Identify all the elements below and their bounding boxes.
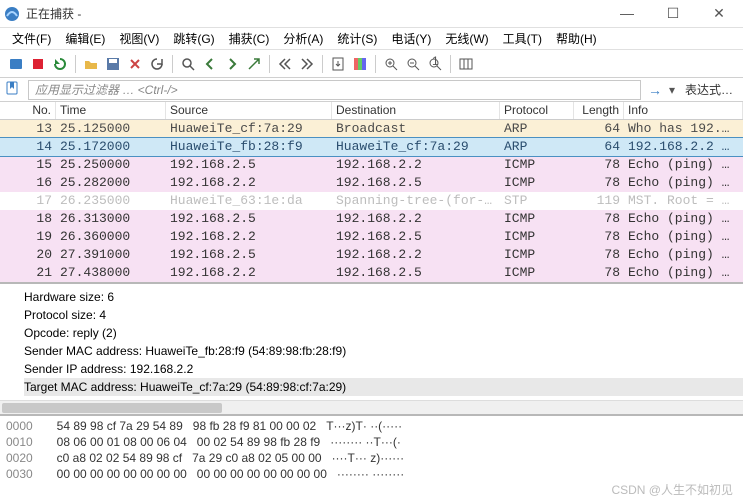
titlebar: 正在捕获 - — ☐ ✕ [0, 0, 743, 28]
packet-list: No. Time Source Destination Protocol Len… [0, 102, 743, 282]
next-icon[interactable] [222, 54, 242, 74]
close-file-icon[interactable] [125, 54, 145, 74]
packet-details: Hardware size: 6Protocol size: 4Opcode: … [0, 282, 743, 414]
hex-row[interactable]: 0020 c0 a8 02 02 54 89 98 cf 7a 29 c0 a8… [6, 450, 737, 466]
filter-dropdown-icon[interactable]: ▾ [669, 83, 675, 97]
resize-cols-icon[interactable] [456, 54, 476, 74]
detail-line[interactable]: Sender IP address: 192.168.2.2 [24, 360, 743, 378]
menu-item[interactable]: 跳转(G) [167, 28, 220, 49]
details-scrollbar[interactable] [0, 400, 743, 414]
col-source[interactable]: Source [166, 102, 332, 119]
menu-item[interactable]: 分析(A) [277, 28, 329, 49]
detail-line[interactable]: Target MAC address: HuaweiTe_cf:7a:29 (5… [24, 378, 743, 396]
reload-icon[interactable] [147, 54, 167, 74]
prev-icon[interactable] [200, 54, 220, 74]
menu-item[interactable]: 文件(F) [6, 28, 57, 49]
toolbar: 1 [0, 50, 743, 78]
find-icon[interactable] [178, 54, 198, 74]
detail-line[interactable]: Protocol size: 4 [24, 306, 743, 324]
save-file-icon[interactable] [103, 54, 123, 74]
menu-item[interactable]: 帮助(H) [550, 28, 603, 49]
maximize-button[interactable]: ☐ [659, 5, 687, 22]
table-row[interactable]: 1325.125000HuaweiTe_cf:7a:29BroadcastARP… [0, 120, 743, 138]
hex-row[interactable]: 0000 54 89 98 cf 7a 29 54 89 98 fb 28 f9… [6, 418, 737, 434]
start-capture-icon[interactable] [6, 54, 26, 74]
last-icon[interactable] [297, 54, 317, 74]
menu-item[interactable]: 捕获(C) [223, 28, 276, 49]
col-destination[interactable]: Destination [332, 102, 500, 119]
goto-icon[interactable] [244, 54, 264, 74]
table-row[interactable]: 2027.391000192.168.2.5192.168.2.2ICMP78E… [0, 246, 743, 264]
table-row[interactable]: 1826.313000192.168.2.5192.168.2.2ICMP78E… [0, 210, 743, 228]
col-info[interactable]: Info [624, 102, 743, 119]
col-length[interactable]: Length [574, 102, 624, 119]
zoom-in-icon[interactable] [381, 54, 401, 74]
first-icon[interactable] [275, 54, 295, 74]
col-time[interactable]: Time [56, 102, 166, 119]
expression-button[interactable]: 表达式… [679, 81, 739, 98]
table-row[interactable]: 1425.172000HuaweiTe_fb:28:f9HuaweiTe_cf:… [0, 138, 743, 156]
zoom-out-icon[interactable] [403, 54, 423, 74]
zoom-reset-icon[interactable]: 1 [425, 54, 445, 74]
table-row[interactable]: 2127.438000192.168.2.2192.168.2.5ICMP78E… [0, 264, 743, 282]
menu-item[interactable]: 视图(V) [113, 28, 165, 49]
menu-item[interactable]: 工具(T) [497, 28, 548, 49]
table-row[interactable]: 1525.250000192.168.2.5192.168.2.2ICMP78E… [0, 156, 743, 174]
svg-text:1: 1 [432, 56, 439, 68]
hex-pane: 0000 54 89 98 cf 7a 29 54 89 98 fb 28 f9… [0, 414, 743, 484]
detail-line[interactable]: Opcode: reply (2) [24, 324, 743, 342]
menu-item[interactable]: 无线(W) [439, 28, 494, 49]
restart-capture-icon[interactable] [50, 54, 70, 74]
close-button[interactable]: ✕ [705, 5, 733, 22]
colorize-icon[interactable] [350, 54, 370, 74]
menubar: 文件(F)编辑(E)视图(V)跳转(G)捕获(C)分析(A)统计(S)电话(Y)… [0, 28, 743, 50]
detail-line[interactable]: Hardware size: 6 [24, 288, 743, 306]
col-protocol[interactable]: Protocol [500, 102, 574, 119]
hex-row[interactable]: 0030 00 00 00 00 00 00 00 00 00 00 00 00… [6, 466, 737, 482]
table-row[interactable]: 1625.282000192.168.2.2192.168.2.5ICMP78E… [0, 174, 743, 192]
stop-capture-icon[interactable] [28, 54, 48, 74]
display-filter-input[interactable]: 应用显示过滤器 … <Ctrl-/> [28, 80, 641, 100]
open-file-icon[interactable] [81, 54, 101, 74]
menu-item[interactable]: 统计(S) [331, 28, 383, 49]
table-row[interactable]: 1726.235000HuaweiTe_63:1e:daSpanning-tre… [0, 192, 743, 210]
detail-line[interactable]: Sender MAC address: HuaweiTe_fb:28:f9 (5… [24, 342, 743, 360]
menu-item[interactable]: 电话(Y) [385, 28, 437, 49]
window-title: 正在捕获 - [26, 5, 613, 22]
minimize-button[interactable]: — [613, 5, 641, 22]
col-no[interactable]: No. [0, 102, 56, 119]
autoscroll-icon[interactable] [328, 54, 348, 74]
menu-item[interactable]: 编辑(E) [59, 28, 111, 49]
hex-row[interactable]: 0010 08 06 00 01 08 00 06 04 00 02 54 89… [6, 434, 737, 450]
watermark: CSDN @人生不如初见 [611, 481, 733, 498]
filter-bar: 应用显示过滤器 … <Ctrl-/> → ▾ 表达式… [0, 78, 743, 102]
apply-filter-icon[interactable]: → [645, 80, 665, 100]
packet-header: No. Time Source Destination Protocol Len… [0, 102, 743, 120]
app-icon [4, 6, 20, 22]
bookmark-icon[interactable] [4, 80, 24, 100]
table-row[interactable]: 1926.360000192.168.2.2192.168.2.5ICMP78E… [0, 228, 743, 246]
